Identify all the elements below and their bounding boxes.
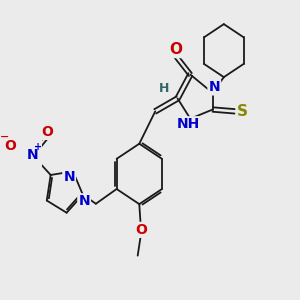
- Text: NH: NH: [177, 117, 200, 131]
- Text: N: N: [26, 148, 38, 162]
- Text: S: S: [236, 104, 247, 119]
- Text: N: N: [208, 80, 220, 94]
- Text: +: +: [34, 142, 42, 152]
- Text: O: O: [4, 139, 16, 153]
- Text: H: H: [159, 82, 169, 95]
- Text: O: O: [169, 42, 182, 57]
- Text: N: N: [63, 169, 75, 184]
- Text: N: N: [78, 194, 90, 208]
- Text: O: O: [41, 125, 53, 139]
- Text: O: O: [135, 223, 147, 237]
- Text: −: −: [0, 132, 9, 142]
